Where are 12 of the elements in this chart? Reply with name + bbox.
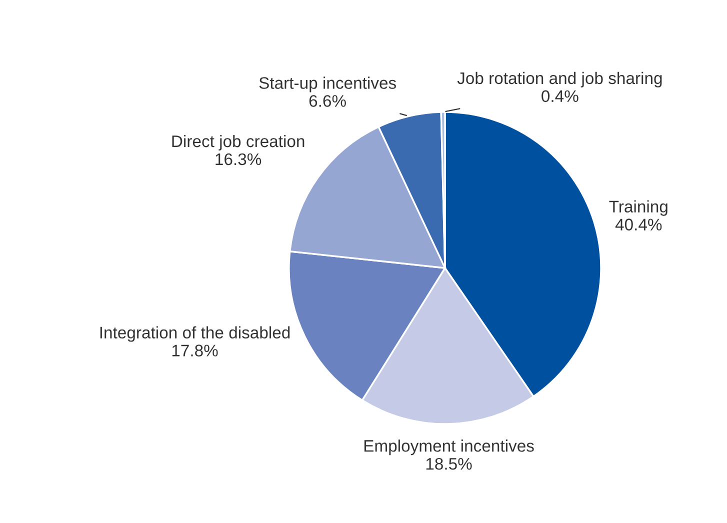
data-label: 6.6% xyxy=(309,95,346,107)
data-label: 18.5% xyxy=(426,458,472,470)
slice-label: Direct job creation xyxy=(172,134,304,150)
data-label: 40.4% xyxy=(615,218,662,230)
slice-label: Job rotation and job sharing xyxy=(457,72,662,88)
data-label: 0.4% xyxy=(542,90,578,102)
slice-label: Start-up incentives xyxy=(259,76,396,92)
data-label: 16.3% xyxy=(216,153,262,166)
slice-label: Training xyxy=(609,200,668,216)
data-label: 17.8% xyxy=(172,344,218,356)
slice-label: Employment incentives xyxy=(364,440,534,456)
slice-label: Integration of the disabled xyxy=(100,326,290,342)
